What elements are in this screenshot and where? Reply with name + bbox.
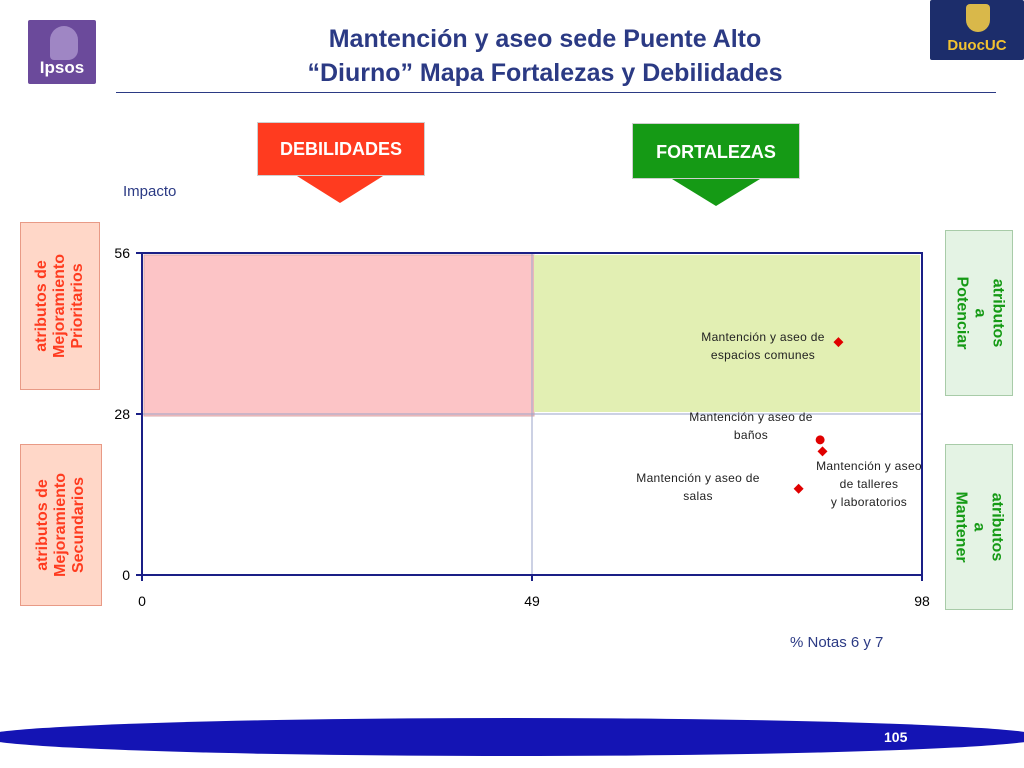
data-label: Mantención y aseo de baños (689, 410, 812, 442)
title-line-2: “Diurno” Mapa Fortalezas y Debilidades (307, 59, 783, 87)
data-label: Mantención y aseo de talleres y laboratori… (816, 459, 922, 509)
side-label-secondary: atributos de Mejoramiento Secundarios (20, 444, 102, 606)
weaknesses-arrow-icon (297, 176, 383, 203)
x-tick-label: 0 (138, 593, 146, 609)
strengths-arrow-icon (672, 179, 760, 206)
duoc-logo: DuocUC (930, 0, 1024, 60)
duoc-crest-icon (966, 4, 990, 32)
side-label-maintain: atributos a Mantener (945, 444, 1013, 610)
duoc-logo-text: DuocUC (947, 37, 1007, 54)
x-tick-label: 49 (524, 593, 540, 609)
title-line-1: Mantención y aseo sede Puente Alto (328, 25, 762, 53)
footer-band (0, 718, 1024, 756)
ipsos-logo: Ipsos (28, 20, 96, 84)
data-label: Mantención y aseo de salas (636, 471, 759, 503)
y-tick-label: 56 (114, 245, 130, 261)
page-number: 105 (884, 729, 908, 745)
side-label-enhance: atributos a Potenciar (945, 230, 1013, 396)
data-label: Mantención y aseo de espacios comunes (701, 330, 824, 362)
data-point (815, 435, 825, 445)
quadrant-priority (143, 254, 535, 417)
data-point (833, 337, 844, 348)
x-tick-label: 98 (914, 593, 930, 609)
weaknesses-box: DEBILIDADES (257, 122, 425, 176)
y-axis-title: Impacto (123, 183, 177, 200)
y-tick-label: 0 (122, 567, 130, 583)
side-label-priority: atributos de Mejoramiento Prioritarios (20, 222, 100, 390)
x-axis-title: % Notas 6 y 7 (790, 634, 884, 651)
data-point (793, 483, 804, 494)
page-title: Mantención y aseo sede Puente Alto “Diur… (200, 22, 890, 90)
title-divider (116, 92, 996, 93)
ipsos-face-icon (50, 26, 78, 60)
data-point (817, 446, 828, 457)
ipsos-logo-text: Ipsos (39, 58, 85, 77)
strengths-box: FORTALEZAS (632, 123, 800, 179)
quadrant-enhance (534, 255, 920, 412)
y-tick-label: 28 (114, 406, 130, 422)
